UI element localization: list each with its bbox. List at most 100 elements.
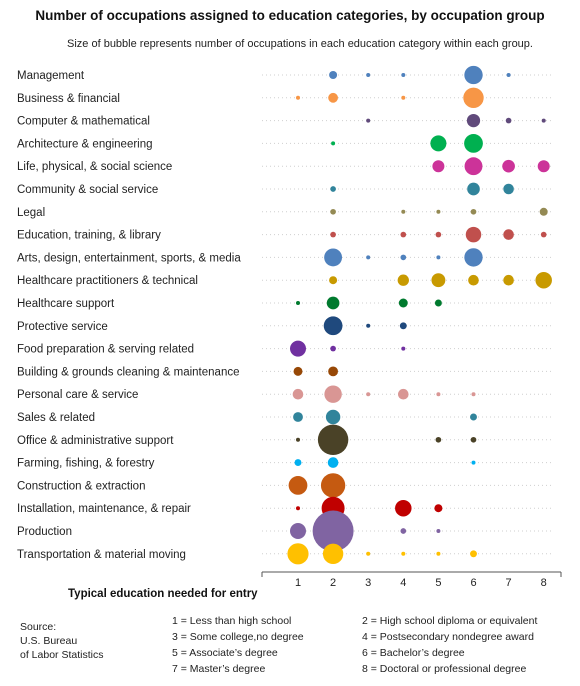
- row-label: Architecture & engineering: [17, 138, 153, 150]
- bubble: [327, 457, 339, 468]
- bubble: [331, 141, 336, 146]
- bubble: [312, 510, 354, 552]
- bubble: [435, 231, 442, 238]
- bubble: [470, 436, 477, 443]
- bubble: [505, 117, 512, 124]
- bubble: [293, 412, 303, 422]
- bubble: [329, 276, 338, 285]
- bubble: [434, 299, 442, 307]
- bubble: [366, 323, 371, 328]
- bubble: [464, 65, 483, 85]
- bubble: [324, 248, 343, 267]
- bubble: [398, 298, 408, 308]
- bubble: [466, 113, 481, 128]
- bubble: [330, 186, 336, 192]
- legend-entry: 5 = Associate’s degree: [172, 647, 278, 659]
- bubble: [535, 271, 552, 289]
- bubble: [287, 543, 309, 565]
- x-tick-label: 8: [541, 577, 547, 589]
- row-label: Production: [17, 526, 72, 538]
- bubble: [502, 159, 515, 173]
- bubble: [366, 551, 371, 556]
- bubble: [400, 231, 407, 238]
- bubble: [539, 207, 548, 216]
- bubble: [465, 226, 482, 243]
- x-tick-label: 4: [400, 577, 406, 589]
- bubble: [471, 460, 476, 465]
- row-label: Management: [17, 70, 85, 82]
- legend-entry: 1 = Less than high school: [172, 615, 292, 627]
- bubble: [470, 208, 477, 215]
- legend-entry: 7 = Master’s degree: [172, 663, 266, 675]
- bubble: [296, 506, 300, 511]
- bubble: [436, 392, 441, 397]
- bubble: [503, 229, 514, 240]
- bubble: [395, 499, 412, 517]
- bubble: [436, 551, 441, 556]
- bubble: [471, 392, 476, 397]
- row-label: Office & administrative support: [17, 435, 174, 447]
- bubble: [503, 183, 514, 195]
- bubble: [326, 296, 340, 310]
- row-label: Business & financial: [17, 93, 120, 105]
- bubble: [330, 208, 336, 215]
- bubble: [506, 73, 511, 77]
- row-label: Education, training, & library: [17, 230, 161, 242]
- legend-entry: 2 = High school diploma or equivalent: [362, 615, 538, 627]
- bubble: [329, 71, 338, 79]
- bubble: [328, 366, 338, 377]
- bubble: [366, 392, 371, 397]
- bubble: [468, 274, 479, 286]
- bubble: [467, 182, 480, 196]
- bubble: [293, 366, 303, 376]
- bubble: [397, 274, 409, 286]
- bubble: [464, 248, 483, 267]
- bubble: [292, 388, 304, 400]
- bubble: [294, 459, 302, 467]
- x-axis-title: Typical education needed for entry: [68, 588, 258, 600]
- source-line: U.S. Bureau: [20, 635, 78, 647]
- row-label: Transportation & material moving: [17, 549, 186, 561]
- bubble: [330, 231, 336, 238]
- row-label: Computer & mathematical: [17, 116, 150, 128]
- row-label: Sales & related: [17, 412, 95, 424]
- row-label: Installation, maintenance, & repair: [17, 503, 191, 515]
- chart-title: Number of occupations assigned to educat…: [35, 8, 545, 23]
- row-label: Food preparation & serving related: [17, 344, 194, 356]
- row-label: Construction & extraction: [17, 480, 145, 492]
- bubble: [290, 523, 306, 539]
- bubble: [540, 231, 547, 238]
- bubble: [537, 160, 550, 173]
- row-label: Farming, fishing, & forestry: [17, 458, 155, 470]
- bubble: [401, 209, 406, 214]
- row-label: Personal care & service: [17, 389, 138, 401]
- bubble: [431, 273, 446, 288]
- bubble: [470, 413, 477, 421]
- bubble: [324, 385, 342, 403]
- bubble: [366, 73, 371, 77]
- x-tick-label: 1: [295, 577, 301, 589]
- source-line: Source:: [20, 621, 57, 633]
- x-tick-label: 7: [506, 577, 512, 589]
- bubble: [464, 157, 483, 176]
- source-line: of Labor Statistics: [20, 649, 104, 661]
- bubble: [296, 301, 300, 305]
- bubble: [435, 436, 442, 443]
- legend-entry: 4 = Postsecondary nondegree award: [362, 631, 534, 643]
- bubble: [432, 160, 445, 173]
- bubble: [470, 550, 477, 558]
- legend-entry: 3 = Some college,no degree: [172, 631, 304, 643]
- bubble: [290, 340, 306, 357]
- bubble: [330, 345, 336, 352]
- bubble: [366, 255, 371, 260]
- bubble: [401, 95, 406, 100]
- bubble: [296, 95, 300, 100]
- bubble: [436, 209, 441, 214]
- legend-entry: 6 = Bachelor’s degree: [362, 647, 465, 659]
- bubble: [288, 476, 308, 495]
- legend-entry: 8 = Doctoral or professional degree: [362, 663, 527, 675]
- chart-subtitle: Size of bubble represents number of occu…: [67, 38, 533, 50]
- bubble: [541, 118, 546, 123]
- bubble: [366, 118, 371, 123]
